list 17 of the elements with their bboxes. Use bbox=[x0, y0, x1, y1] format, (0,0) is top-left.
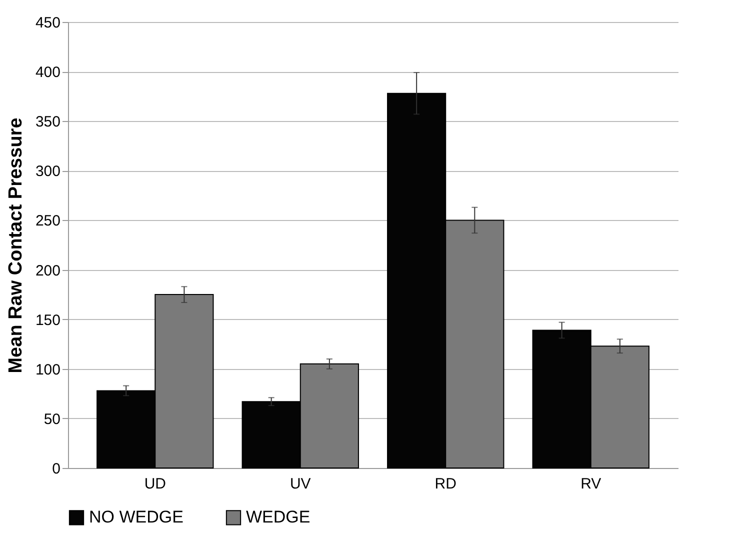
x-tick-label: RV bbox=[580, 476, 602, 492]
y-tick-label: 250 bbox=[35, 212, 60, 230]
x-tick-label: RD bbox=[434, 476, 457, 492]
y-tick-label: 450 bbox=[35, 14, 60, 32]
legend-label: NO WEDGE bbox=[89, 508, 184, 527]
y-tick-label: 400 bbox=[35, 64, 60, 82]
legend-label: WEDGE bbox=[246, 508, 310, 527]
y-tick-label: 50 bbox=[44, 410, 60, 428]
y-tick-label: 300 bbox=[35, 163, 60, 180]
x-tick-label: UV bbox=[290, 476, 311, 492]
y-tick-label: 150 bbox=[35, 312, 60, 329]
y-tick-label: 200 bbox=[35, 262, 60, 280]
y-axis-title: Mean Raw Contact Pressure bbox=[5, 118, 26, 374]
y-tick-label: 100 bbox=[35, 361, 60, 378]
y-tick-label: 0 bbox=[52, 460, 60, 478]
x-tick-label: UD bbox=[144, 476, 166, 492]
y-tick-label: 350 bbox=[35, 114, 60, 131]
